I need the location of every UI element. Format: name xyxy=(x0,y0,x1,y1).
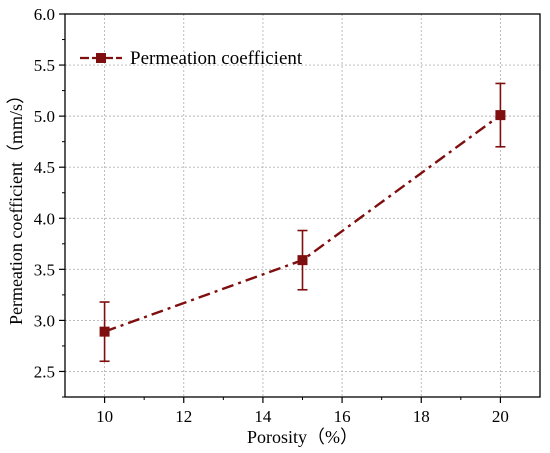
x-axis-title: Porosity（%） xyxy=(247,427,358,447)
data-point xyxy=(495,110,506,121)
y-tick-label: 5.0 xyxy=(34,107,55,126)
x-tick-label: 12 xyxy=(175,407,192,426)
series-line xyxy=(104,114,502,333)
x-tick-label: 16 xyxy=(334,407,351,426)
x-tick-label: 10 xyxy=(96,407,113,426)
x-tick-label: 20 xyxy=(492,407,509,426)
legend-label: Permeation coefficient xyxy=(130,48,303,69)
grid xyxy=(65,14,540,397)
y-tick-label: 4.0 xyxy=(34,209,55,228)
legend-marker xyxy=(96,53,106,63)
legend: Permeation coefficient xyxy=(80,48,303,69)
x-tick-label: 18 xyxy=(413,407,430,426)
x-tick-label: 14 xyxy=(254,407,272,426)
y-tick-label: 5.5 xyxy=(34,56,55,75)
data-point xyxy=(99,326,110,337)
y-tick-label: 2.5 xyxy=(34,362,55,381)
y-tick-label: 4.5 xyxy=(34,158,55,177)
y-tick-label: 6.0 xyxy=(34,5,55,24)
y-tick-label: 3.5 xyxy=(34,260,55,279)
data-point xyxy=(297,255,308,266)
y-axis-title: Permeation coefficient（mm/s） xyxy=(6,86,26,325)
y-tick-label: 3.0 xyxy=(34,311,55,330)
axis-ticks: 10 12 14 16 18 20 2.5 3.0 3.5 4.0 4.5 5.0 5.5 6.0 xyxy=(34,5,509,426)
series-permeation-coefficient xyxy=(99,82,506,363)
plot-frame xyxy=(64,13,541,398)
